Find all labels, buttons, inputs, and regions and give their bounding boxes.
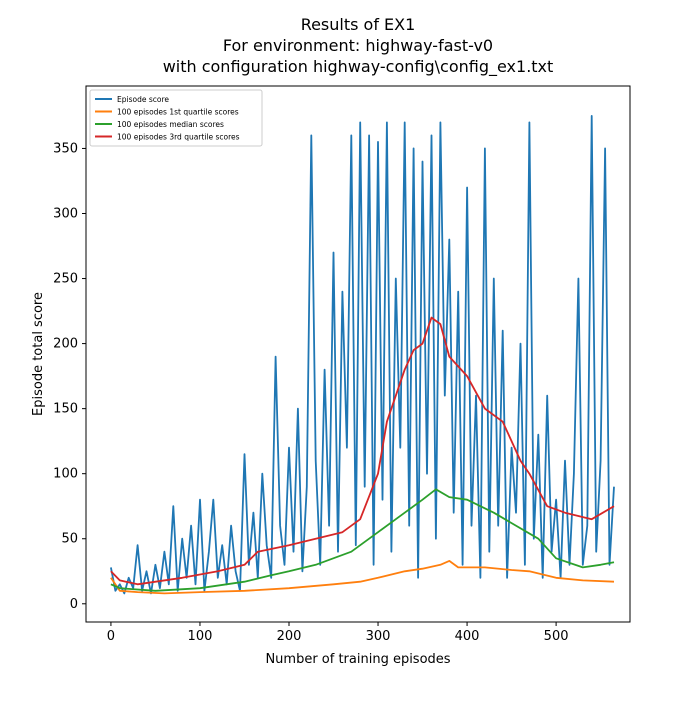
- x-tick-label: 200: [277, 629, 302, 644]
- legend-label: 100 episodes median scores: [117, 120, 224, 129]
- x-axis-label: Number of training episodes: [265, 652, 450, 667]
- chart-title: Results of EX1: [301, 15, 416, 34]
- y-axis-label: Episode total score: [31, 292, 46, 416]
- chart-title: with configuration highway-config\config…: [163, 57, 554, 77]
- series-line: [110, 115, 615, 595]
- y-tick-label: 50: [61, 532, 78, 547]
- y-tick-label: 100: [53, 467, 78, 482]
- legend-label: 100 episodes 1st quartile scores: [117, 108, 239, 117]
- y-tick-label: 350: [53, 141, 78, 156]
- y-tick-label: 300: [53, 206, 78, 221]
- plot-frame: [85, 85, 631, 623]
- x-tick-label: 300: [366, 629, 391, 644]
- series-line: [110, 488, 615, 592]
- y-tick-label: 0: [70, 597, 78, 612]
- y-tick-label: 150: [53, 402, 78, 417]
- y-tick-label: 200: [53, 337, 78, 352]
- series-line: [110, 560, 615, 595]
- y-tick-label: 250: [53, 272, 78, 287]
- x-tick-label: 400: [455, 629, 480, 644]
- chart-title: For environment: highway-fast-v0: [223, 36, 493, 55]
- legend-box: [89, 89, 263, 147]
- series-line: [110, 316, 615, 586]
- legend-label: 100 episodes 3rd quartile scores: [117, 133, 240, 142]
- legend-label: Episode score: [117, 95, 169, 104]
- x-tick-label: 0: [107, 629, 115, 644]
- x-tick-label: 100: [188, 629, 213, 644]
- x-tick-label: 500: [544, 629, 569, 644]
